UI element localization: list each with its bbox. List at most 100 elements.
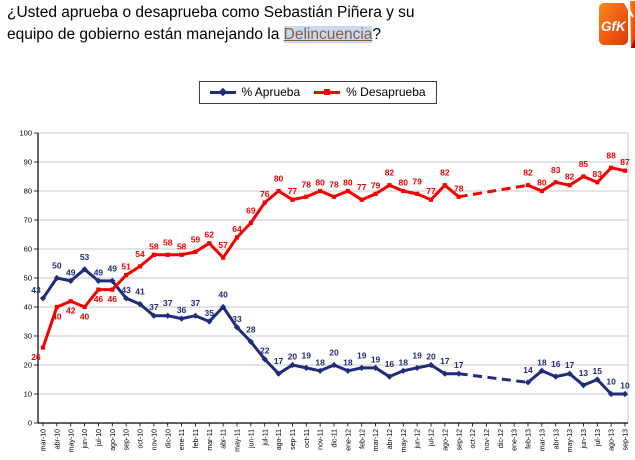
desaprueba-line-icon bbox=[314, 89, 341, 95]
approval-trend-chart: 0 10 20 30 40 50 60 70 80 90 100 mar-10 abr-10 may-10… bbox=[19, 129, 630, 453]
svg-text:may-10: may-10 bbox=[68, 429, 75, 452]
aprueba-marker-icon bbox=[218, 87, 227, 97]
svg-text:79: 79 bbox=[371, 180, 381, 190]
svg-text:feb-12: feb-12 bbox=[359, 429, 366, 449]
svg-text:78: 78 bbox=[454, 183, 464, 193]
svg-text:76: 76 bbox=[260, 189, 270, 199]
svg-text:jun-11: jun-11 bbox=[248, 429, 255, 449]
svg-text:49: 49 bbox=[66, 267, 76, 277]
svg-text:80: 80 bbox=[315, 178, 325, 188]
svg-text:77: 77 bbox=[426, 186, 436, 196]
svg-text:jul-11: jul-11 bbox=[262, 429, 269, 447]
title-line-2: equipo de gobierno están manejando la De… bbox=[7, 24, 587, 46]
svg-text:18: 18 bbox=[537, 357, 547, 367]
legend-label-aprueba: % Aprueba bbox=[241, 85, 301, 99]
svg-text:mar-11: mar-11 bbox=[207, 429, 214, 451]
svg-text:oct-11: oct-11 bbox=[304, 429, 311, 448]
gfk-logo-text: GfK bbox=[601, 19, 627, 34]
svg-text:jun-13: jun-13 bbox=[581, 429, 588, 450]
svg-text:80: 80 bbox=[537, 178, 547, 188]
svg-text:jul-13: jul-13 bbox=[595, 429, 602, 447]
svg-text:ene-11: ene-11 bbox=[179, 429, 186, 450]
svg-text:16: 16 bbox=[385, 359, 395, 369]
svg-text:abr-13: abr-13 bbox=[553, 429, 560, 449]
svg-text:82: 82 bbox=[523, 168, 533, 178]
svg-text:nov-10: nov-10 bbox=[151, 429, 158, 451]
svg-text:80: 80 bbox=[274, 174, 284, 184]
svg-text:sep-11: sep-11 bbox=[290, 429, 297, 450]
svg-text:85: 85 bbox=[579, 159, 589, 169]
svg-text:19: 19 bbox=[412, 350, 422, 360]
x-axis-labels: mar-10 abr-10 may-10 jun-10 jul-10 ago-10 sep-… bbox=[41, 423, 630, 452]
svg-text:sep-13: sep-13 bbox=[623, 429, 630, 451]
svg-text:100: 100 bbox=[19, 129, 32, 138]
svg-text:58: 58 bbox=[149, 241, 159, 251]
svg-text:42: 42 bbox=[66, 306, 76, 316]
svg-text:26: 26 bbox=[31, 352, 41, 362]
svg-text:jul-10: jul-10 bbox=[96, 429, 103, 447]
svg-text:59: 59 bbox=[191, 234, 201, 244]
svg-text:abr-11: abr-11 bbox=[221, 429, 228, 449]
svg-text:80: 80 bbox=[399, 178, 409, 188]
svg-text:82: 82 bbox=[385, 168, 395, 178]
svg-text:40: 40 bbox=[24, 303, 32, 312]
chart-legend: % Aprueba % Desaprueba bbox=[198, 81, 437, 104]
svg-text:18: 18 bbox=[343, 357, 353, 367]
svg-text:oct-10: oct-10 bbox=[138, 429, 145, 449]
svg-text:17: 17 bbox=[440, 356, 450, 366]
svg-text:37: 37 bbox=[191, 298, 201, 308]
gfk-logo: GfK bbox=[599, 1, 635, 48]
svg-text:nov-12: nov-12 bbox=[484, 429, 491, 451]
svg-text:ago-11: ago-11 bbox=[276, 429, 283, 450]
svg-text:78: 78 bbox=[329, 179, 339, 189]
svg-text:83: 83 bbox=[593, 169, 603, 179]
question-title: ¿Usted aprueba o desaprueba como Sebasti… bbox=[7, 2, 587, 45]
svg-text:49: 49 bbox=[94, 267, 104, 277]
svg-text:mar-10: mar-10 bbox=[41, 429, 48, 451]
svg-text:70: 70 bbox=[24, 216, 32, 225]
svg-text:10: 10 bbox=[606, 377, 616, 387]
svg-text:20: 20 bbox=[288, 352, 298, 362]
svg-text:37: 37 bbox=[149, 302, 159, 312]
svg-text:jun-10: jun-10 bbox=[82, 429, 89, 450]
svg-text:83: 83 bbox=[551, 165, 561, 175]
svg-text:may-12: may-12 bbox=[401, 429, 408, 452]
svg-text:64: 64 bbox=[232, 224, 242, 234]
svg-text:77: 77 bbox=[288, 186, 298, 196]
svg-text:40: 40 bbox=[218, 290, 228, 300]
svg-text:54: 54 bbox=[135, 249, 145, 259]
svg-text:sep-10: sep-10 bbox=[124, 429, 131, 451]
title-line-1: ¿Usted aprueba o desaprueba como Sebasti… bbox=[7, 2, 587, 24]
svg-text:ene-13: ene-13 bbox=[512, 429, 519, 451]
svg-text:40: 40 bbox=[80, 312, 90, 322]
svg-text:43: 43 bbox=[31, 285, 41, 295]
svg-text:33: 33 bbox=[232, 314, 242, 324]
svg-text:nov-11: nov-11 bbox=[318, 429, 325, 450]
svg-text:53: 53 bbox=[80, 252, 90, 262]
svg-text:79: 79 bbox=[412, 176, 422, 186]
aprueba-line-icon bbox=[209, 87, 236, 97]
svg-text:46: 46 bbox=[108, 294, 118, 304]
svg-text:35: 35 bbox=[205, 308, 215, 318]
delincuencia-link[interactable]: Delincuencia bbox=[283, 25, 373, 43]
svg-text:28: 28 bbox=[246, 324, 256, 334]
svg-text:87: 87 bbox=[620, 157, 630, 167]
svg-text:58: 58 bbox=[177, 241, 187, 251]
svg-text:37: 37 bbox=[163, 298, 173, 308]
svg-text:46: 46 bbox=[94, 294, 104, 304]
svg-text:dic-12: dic-12 bbox=[498, 429, 505, 448]
svg-text:abr-10: abr-10 bbox=[54, 429, 61, 449]
svg-text:dic-11: dic-11 bbox=[332, 429, 339, 448]
gfk-logo-slash bbox=[623, 1, 634, 18]
svg-text:ago-12: ago-12 bbox=[442, 429, 449, 451]
svg-text:43: 43 bbox=[121, 285, 131, 295]
legend-item-desaprueba: % Desaprueba bbox=[314, 85, 426, 99]
title-question-mark: ? bbox=[372, 25, 382, 43]
svg-text:14: 14 bbox=[523, 365, 533, 375]
svg-text:feb-13: feb-13 bbox=[526, 429, 533, 449]
svg-text:17: 17 bbox=[565, 360, 575, 370]
svg-text:0: 0 bbox=[28, 419, 32, 428]
svg-text:50: 50 bbox=[52, 261, 62, 271]
